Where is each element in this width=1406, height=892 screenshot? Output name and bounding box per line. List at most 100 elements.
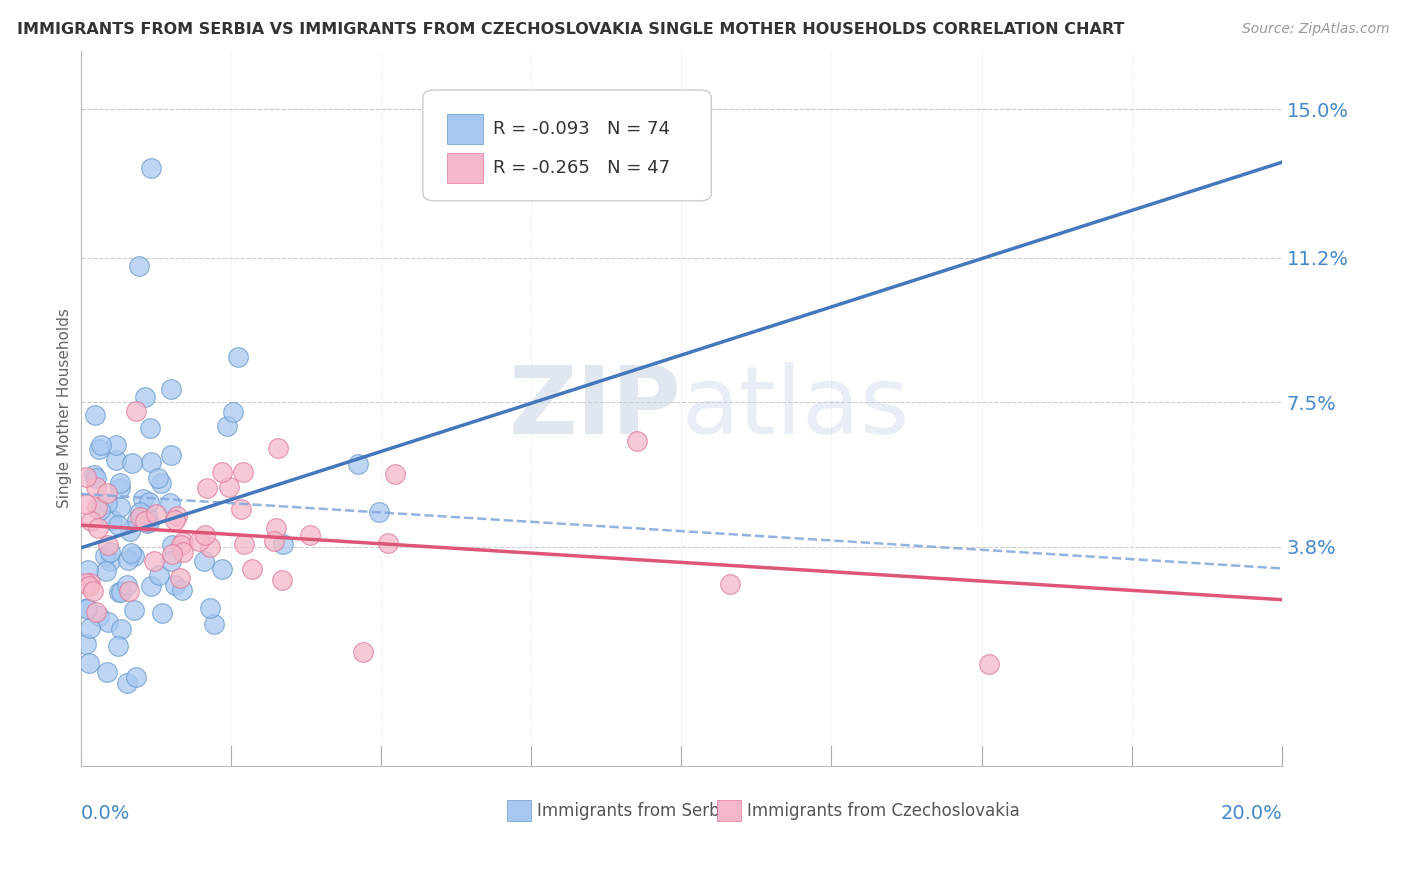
Point: [194, 528, 217, 542]
Point: [299, 528, 322, 542]
Point: [87, 521, 110, 535]
Point: [125, 513, 148, 527]
Point: [82, 583, 104, 598]
Bar: [717, 800, 741, 822]
Point: [148, 568, 170, 582]
Point: [163, 577, 186, 591]
Point: [77, 579, 100, 593]
Point: [160, 547, 183, 561]
Point: [79, 514, 101, 528]
Point: [211, 562, 233, 576]
Point: [104, 453, 127, 467]
Point: [96, 485, 118, 500]
Point: [160, 382, 183, 396]
Point: [143, 554, 166, 568]
Text: atlas: atlas: [682, 362, 910, 454]
Point: [122, 549, 145, 564]
Bar: [447, 113, 484, 144]
Point: [160, 554, 183, 568]
Point: [193, 554, 215, 568]
Point: [139, 161, 162, 175]
Point: [75, 497, 97, 511]
Point: [162, 538, 184, 552]
Point: [170, 582, 193, 597]
Point: [97, 615, 120, 629]
Bar: [508, 800, 531, 822]
Point: [229, 502, 252, 516]
Point: [79, 621, 101, 635]
Point: [263, 534, 285, 549]
Point: [145, 508, 167, 522]
Bar: [447, 153, 484, 183]
Point: [125, 404, 148, 418]
Point: [108, 481, 131, 495]
Point: [84, 605, 107, 619]
Point: [107, 639, 129, 653]
Text: Source: ZipAtlas.com: Source: ZipAtlas.com: [1241, 22, 1389, 37]
Point: [79, 576, 101, 591]
Point: [118, 524, 141, 539]
Text: Immigrants from Serbia: Immigrants from Serbia: [537, 802, 734, 820]
Point: [122, 603, 145, 617]
Point: [367, 505, 389, 519]
Point: [98, 545, 121, 559]
Point: [136, 508, 159, 523]
Point: [83, 408, 105, 422]
Point: [134, 514, 156, 528]
Point: [76, 600, 98, 615]
Point: [159, 496, 181, 510]
Point: [94, 565, 117, 579]
FancyBboxPatch shape: [423, 90, 711, 201]
Point: [120, 546, 142, 560]
Text: 0.0%: 0.0%: [80, 805, 129, 823]
Point: [83, 468, 105, 483]
Point: [129, 509, 152, 524]
Point: [139, 455, 162, 469]
Point: [108, 476, 131, 491]
Point: [215, 418, 238, 433]
Point: [352, 645, 374, 659]
Point: [75, 469, 97, 483]
Point: [264, 521, 287, 535]
Point: [169, 570, 191, 584]
Point: [115, 676, 138, 690]
Point: [271, 573, 294, 587]
Point: [121, 456, 143, 470]
Point: [226, 350, 249, 364]
Point: [169, 538, 191, 552]
Point: [138, 494, 160, 508]
Point: [211, 465, 233, 479]
Point: [96, 665, 118, 679]
Point: [242, 562, 264, 576]
Point: [141, 579, 163, 593]
Point: [149, 475, 172, 490]
Point: [384, 467, 406, 482]
Point: [97, 538, 120, 552]
Point: [198, 541, 221, 555]
Point: [110, 622, 132, 636]
Y-axis label: Single Mother Households: Single Mother Households: [58, 309, 72, 508]
Point: [84, 471, 107, 485]
Point: [84, 480, 107, 494]
Point: [101, 513, 124, 527]
Point: [172, 545, 194, 559]
Point: [200, 601, 222, 615]
Text: ZIP: ZIP: [509, 362, 682, 454]
Point: [94, 549, 117, 563]
Point: [105, 438, 128, 452]
Point: [96, 496, 118, 510]
Point: [267, 441, 290, 455]
Point: [129, 505, 152, 519]
Point: [195, 481, 218, 495]
Point: [117, 553, 139, 567]
Point: [232, 537, 254, 551]
Point: [125, 669, 148, 683]
Point: [118, 584, 141, 599]
Point: [718, 576, 741, 591]
Text: Immigrants from Czechoslovakia: Immigrants from Czechoslovakia: [748, 802, 1021, 820]
Point: [163, 513, 186, 527]
Point: [159, 448, 181, 462]
Point: [273, 537, 295, 551]
Point: [626, 434, 648, 449]
Point: [75, 637, 97, 651]
